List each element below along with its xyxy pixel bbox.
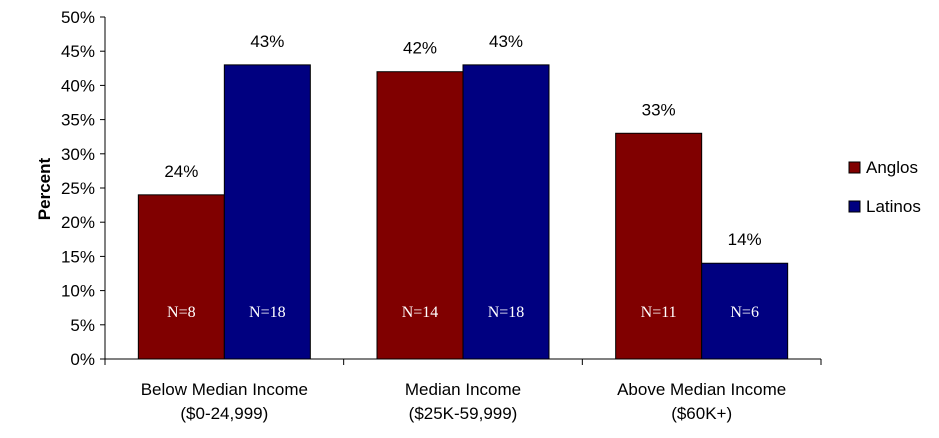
- legend-label-anglos: Anglos: [866, 158, 918, 177]
- data-labels: 24% N=8 43% N=18 42% N=14 43% N=18 33% N=11 14% N=6: [164, 32, 761, 321]
- y-tick-label: 15%: [61, 247, 95, 266]
- legend-swatch-anglos: [848, 161, 861, 174]
- y-tick-label: 10%: [61, 282, 95, 301]
- sample-size-label: N=6: [730, 304, 759, 321]
- bars: [137, 64, 789, 360]
- x-category-label: Below Median Income ($0-24,999): [141, 380, 308, 423]
- y-tick-label: 30%: [61, 145, 95, 164]
- x-category-label: Median Income ($25K-59,999): [405, 380, 521, 423]
- y-tick-label: 45%: [61, 42, 95, 61]
- bar-latinos: [701, 262, 789, 360]
- y-tick-label: 20%: [61, 213, 95, 232]
- bar-latinos: [462, 64, 550, 360]
- y-tick-label: 25%: [61, 179, 95, 198]
- sample-size-label: N=11: [641, 304, 677, 321]
- value-label: 42%: [403, 39, 437, 58]
- y-tick-label: 0%: [70, 350, 95, 369]
- legend-swatch-latinos: [848, 200, 861, 213]
- legend-label-latinos: Latinos: [866, 197, 921, 216]
- y-axis: 0% 5% 10% 15% 20% 25% 30% 35% 40% 45% 50%: [61, 8, 106, 369]
- bar-anglos: [137, 194, 225, 360]
- y-axis-title: Percent: [35, 157, 54, 220]
- legend: Anglos Latinos: [848, 158, 921, 216]
- value-label: 43%: [489, 32, 523, 51]
- y-tick-label: 35%: [61, 111, 95, 130]
- value-label: 14%: [728, 230, 762, 249]
- sample-size-label: N=18: [249, 304, 286, 321]
- value-label: 24%: [164, 162, 198, 181]
- sample-size-label: N=18: [488, 304, 525, 321]
- x-axis: Below Median Income ($0-24,999) Median Inc…: [104, 358, 822, 423]
- bar-anglos: [376, 71, 464, 360]
- bar-latinos: [223, 64, 311, 360]
- value-label: 43%: [250, 32, 284, 51]
- y-tick-label: 5%: [70, 316, 95, 335]
- sample-size-label: N=8: [167, 304, 196, 321]
- y-tick-label: 40%: [61, 76, 95, 95]
- sample-size-label: N=14: [402, 304, 439, 321]
- y-tick-label: 50%: [61, 8, 95, 27]
- bar-anglos: [615, 132, 703, 360]
- value-label: 33%: [642, 100, 676, 119]
- x-category-label: Above Median Income ($60K+): [617, 380, 786, 423]
